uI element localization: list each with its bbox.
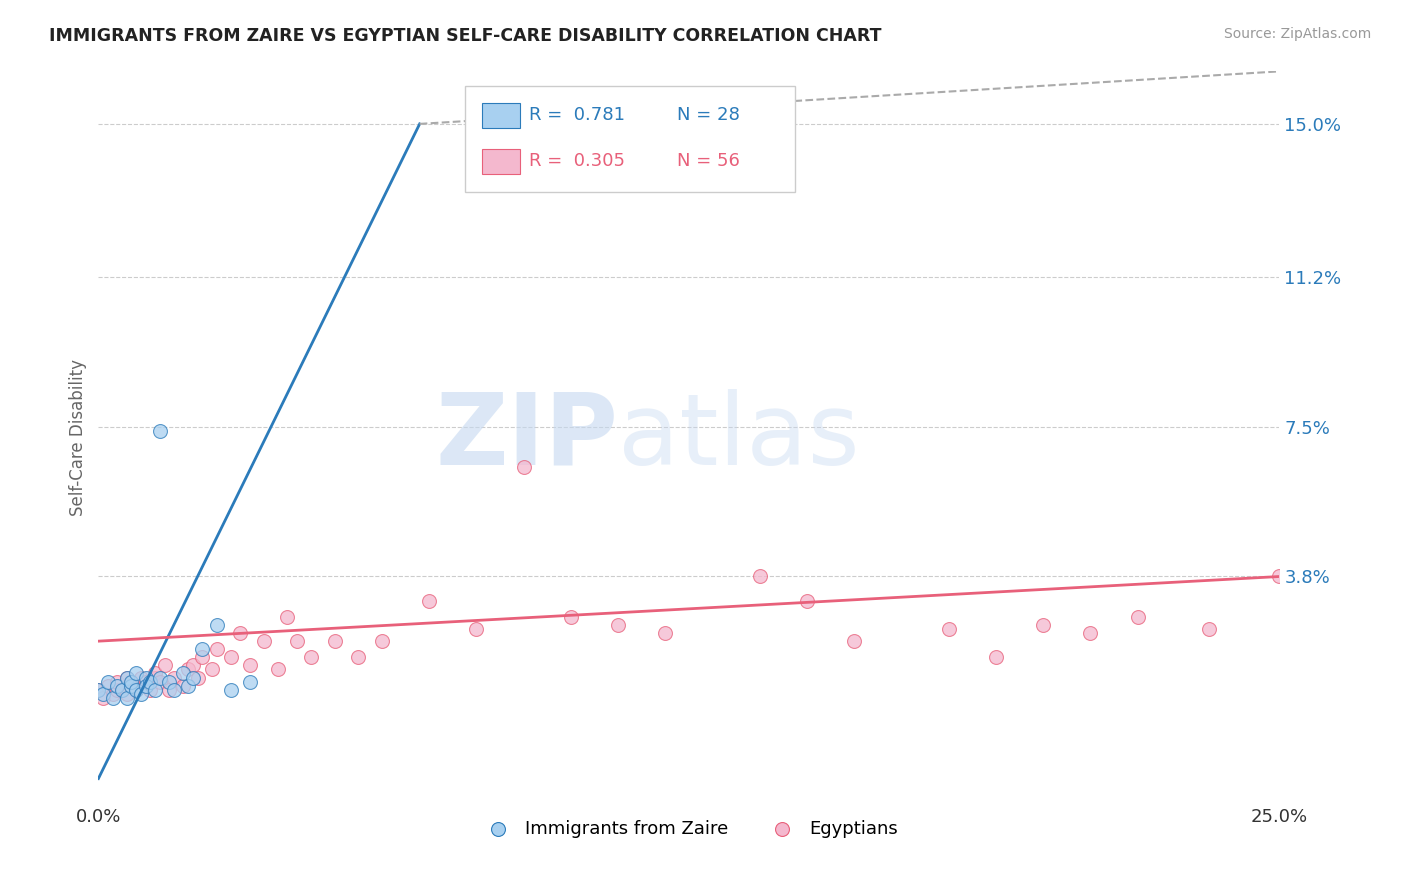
Point: [129, 687, 152, 701]
Point: [1126, 610, 1149, 624]
Point: [115, 690, 138, 705]
Point: [121, 674, 143, 689]
Point: [172, 666, 194, 681]
Point: [187, 671, 209, 685]
Point: [101, 690, 124, 705]
Text: ZIP: ZIP: [436, 389, 619, 485]
Point: [115, 671, 138, 685]
Point: [97, 679, 120, 693]
FancyBboxPatch shape: [482, 149, 520, 174]
Point: [125, 682, 148, 697]
Point: [139, 682, 162, 697]
Point: [607, 618, 630, 632]
Point: [219, 682, 242, 697]
Text: atlas: atlas: [619, 389, 859, 485]
Point: [219, 650, 242, 665]
Point: [201, 662, 224, 676]
Point: [115, 687, 138, 701]
Point: [121, 679, 143, 693]
Point: [938, 622, 960, 636]
FancyBboxPatch shape: [464, 86, 796, 192]
Point: [105, 674, 128, 689]
Point: [229, 626, 252, 640]
Point: [143, 666, 166, 681]
Point: [560, 610, 582, 624]
Point: [748, 569, 770, 583]
Point: [299, 650, 322, 665]
Point: [285, 634, 308, 648]
Point: [347, 650, 370, 665]
Point: [139, 674, 162, 689]
Text: IMMIGRANTS FROM ZAIRE VS EGYPTIAN SELF-CARE DISABILITY CORRELATION CHART: IMMIGRANTS FROM ZAIRE VS EGYPTIAN SELF-C…: [49, 27, 882, 45]
Y-axis label: Self-Care Disability: Self-Care Disability: [69, 359, 87, 516]
Point: [125, 666, 148, 681]
Point: [371, 634, 394, 648]
Point: [654, 626, 676, 640]
Point: [191, 642, 214, 657]
Point: [239, 658, 262, 673]
Point: [91, 690, 114, 705]
Point: [181, 671, 204, 685]
Point: [143, 671, 166, 685]
Text: N = 28: N = 28: [678, 106, 740, 124]
Point: [1032, 618, 1054, 632]
Point: [149, 424, 172, 438]
Text: R =  0.781: R = 0.781: [530, 106, 626, 124]
Point: [101, 687, 124, 701]
Point: [177, 662, 200, 676]
Point: [111, 682, 134, 697]
Point: [984, 650, 1007, 665]
Point: [1080, 626, 1102, 640]
Point: [129, 671, 152, 685]
Point: [121, 679, 143, 693]
Point: [205, 642, 228, 657]
Point: [121, 674, 143, 689]
Point: [105, 679, 128, 693]
Point: [143, 682, 166, 697]
Point: [163, 682, 186, 697]
Point: [105, 682, 128, 697]
Point: [163, 671, 186, 685]
Point: [253, 634, 276, 648]
Point: [323, 634, 346, 648]
Point: [111, 682, 134, 697]
Text: R =  0.305: R = 0.305: [530, 153, 626, 170]
Point: [149, 674, 172, 689]
Point: [205, 618, 228, 632]
Point: [153, 658, 176, 673]
Point: [97, 674, 120, 689]
Point: [418, 593, 440, 607]
Point: [125, 682, 148, 697]
Point: [1268, 569, 1291, 583]
Point: [149, 671, 172, 685]
Point: [1198, 622, 1220, 636]
Legend: Immigrants from Zaire, Egyptians: Immigrants from Zaire, Egyptians: [472, 813, 905, 845]
Point: [172, 679, 194, 693]
Point: [87, 682, 110, 697]
Text: Source: ZipAtlas.com: Source: ZipAtlas.com: [1223, 27, 1371, 41]
Point: [465, 622, 488, 636]
Point: [276, 610, 298, 624]
Point: [115, 671, 138, 685]
Point: [135, 671, 157, 685]
Point: [135, 679, 157, 693]
Point: [239, 674, 262, 689]
Point: [181, 658, 204, 673]
Point: [512, 460, 534, 475]
Point: [191, 650, 214, 665]
Point: [135, 674, 157, 689]
Point: [796, 593, 818, 607]
Point: [87, 682, 110, 697]
Point: [844, 634, 866, 648]
Point: [157, 674, 180, 689]
Point: [157, 682, 180, 697]
Point: [267, 662, 290, 676]
Point: [135, 679, 157, 693]
FancyBboxPatch shape: [482, 103, 520, 128]
Point: [91, 687, 114, 701]
Point: [177, 679, 200, 693]
Text: N = 56: N = 56: [678, 153, 740, 170]
